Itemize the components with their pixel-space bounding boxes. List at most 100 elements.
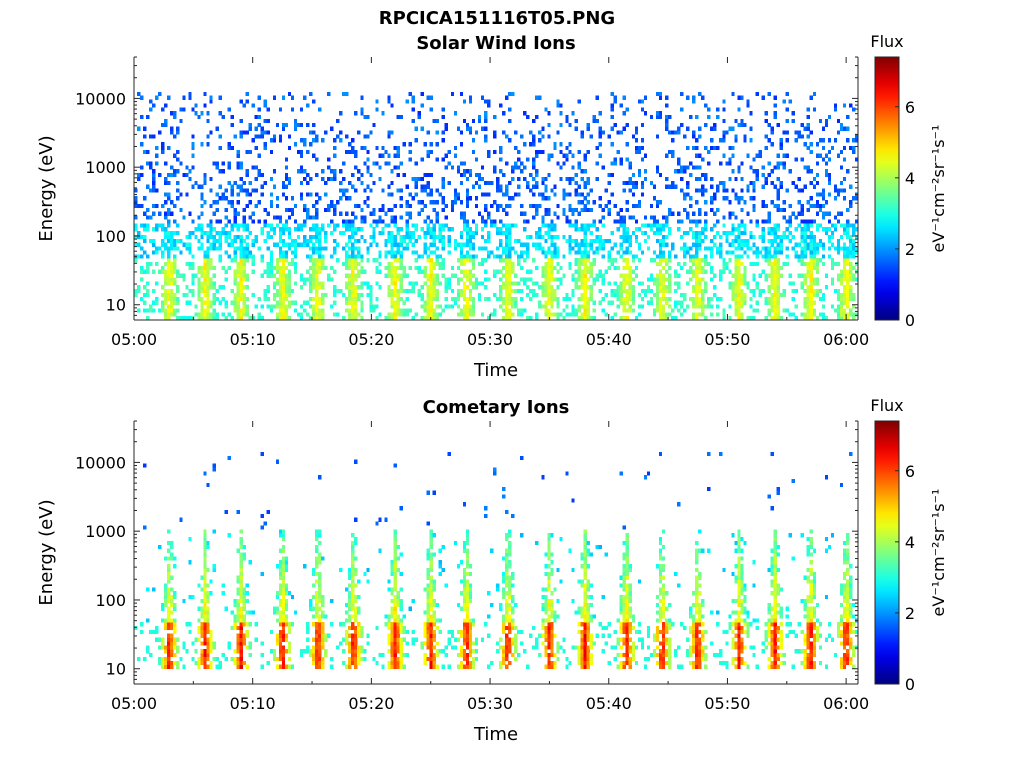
spectrogram-cell — [290, 289, 295, 294]
spectrogram-cell — [315, 207, 319, 213]
spectrogram-cell — [764, 300, 768, 305]
spectrogram-cell — [842, 277, 847, 282]
spectrogram-cell — [176, 300, 180, 305]
spectrogram-cell — [526, 115, 530, 120]
spectrogram-cell — [324, 292, 328, 298]
spectrogram-cell — [848, 242, 853, 247]
spectrogram-cell — [532, 176, 536, 182]
spectrogram-cell — [547, 292, 551, 298]
spectrogram-cell — [447, 250, 452, 255]
spectrogram-cell — [583, 207, 587, 213]
spectrogram-cell — [281, 273, 286, 278]
spectrogram-cell — [315, 649, 319, 654]
spectrogram-cell — [203, 575, 207, 580]
spectrogram-cell — [302, 176, 307, 182]
spectrogram-cell — [770, 231, 774, 236]
spectrogram-cell — [562, 207, 566, 213]
spectrogram-cell — [598, 153, 602, 158]
spectrogram-cell — [505, 269, 509, 274]
spectrogram-cell — [287, 292, 292, 298]
spectrogram-cell — [318, 196, 322, 201]
spectrogram-cell — [505, 242, 509, 247]
spectrogram-cell — [851, 138, 856, 143]
spectrogram-cell — [242, 637, 246, 642]
spectrogram-cell — [423, 316, 427, 321]
spectrogram-cell — [417, 176, 421, 182]
spectrogram-cell — [146, 261, 150, 267]
spectrogram-cell — [728, 242, 732, 247]
spectrogram-cell — [550, 304, 554, 309]
spectrogram-cell — [200, 641, 204, 646]
spectrogram-cell — [634, 145, 639, 151]
spectrogram-cell — [773, 265, 777, 271]
spectrogram-cell — [731, 292, 735, 298]
spectrogram-cell — [845, 231, 850, 236]
spectrogram-cell — [794, 184, 798, 189]
spectrogram-cell — [806, 165, 811, 170]
spectrogram-cell — [197, 246, 201, 251]
spectrogram-cell — [164, 269, 168, 274]
spectrogram-cell — [311, 645, 316, 650]
spectrogram-cell — [773, 115, 777, 120]
spectrogram-cell — [631, 231, 636, 236]
spectrogram-cell — [634, 149, 639, 154]
spectrogram-cell — [239, 622, 243, 627]
spectrogram-cell — [423, 265, 427, 271]
spectrogram-cell — [281, 567, 286, 573]
spectrogram-cell — [360, 269, 364, 274]
spectrogram-cell — [664, 242, 669, 247]
spectrogram-cell — [164, 602, 168, 607]
spectrogram-cell — [628, 242, 633, 247]
spectrogram-cell — [767, 161, 771, 166]
spectrogram-cell — [170, 242, 174, 247]
spectrogram-cell — [845, 312, 850, 317]
spectrogram-cell — [670, 153, 675, 158]
spectrogram-cell — [336, 223, 340, 228]
spectrogram-cell — [203, 664, 207, 669]
spectrogram-cell — [396, 265, 400, 271]
spectrogram-cell — [311, 649, 316, 654]
spectrogram-cell — [514, 281, 518, 286]
spectrogram-cell — [140, 622, 144, 627]
spectrogram-cell — [173, 564, 177, 569]
spectrogram-cell — [643, 292, 648, 298]
spectrogram-cell — [577, 273, 581, 278]
spectrogram-cell — [408, 142, 412, 147]
spectrogram-cell — [800, 188, 804, 193]
spectrogram-cell — [333, 173, 337, 178]
spectrogram-cell — [689, 219, 693, 224]
spectrogram-cell — [366, 285, 370, 290]
spectrogram-cell — [318, 637, 322, 642]
spectrogram-cell — [378, 250, 382, 255]
spectrogram-cell — [752, 180, 756, 185]
spectrogram-cell — [833, 261, 838, 267]
spectrogram-cell — [776, 165, 780, 170]
spectrogram-cell — [302, 281, 307, 286]
spectrogram-cell — [698, 269, 702, 274]
spectrogram-cell — [242, 246, 246, 251]
spectrogram-cell — [652, 196, 657, 201]
spectrogram-cell — [278, 304, 283, 309]
spectrogram-cell — [305, 300, 310, 305]
spectrogram-cell — [468, 246, 473, 251]
spectrogram-cell — [155, 261, 159, 267]
spectrogram-cell — [761, 254, 765, 259]
spectrogram-cell — [290, 207, 295, 213]
spectrogram-cell — [381, 153, 385, 158]
spectrogram-cell — [854, 219, 859, 224]
spectrogram-cell — [308, 316, 313, 321]
spectrogram-cell — [164, 242, 168, 247]
spectrogram-cell — [293, 227, 298, 232]
spectrogram-cell — [173, 242, 177, 247]
spectrogram-cell — [227, 165, 231, 170]
spectrogram-cell — [737, 269, 741, 274]
spectrogram-cell — [173, 556, 177, 561]
spectrogram-cell — [438, 265, 442, 271]
spectrogram-cell — [308, 254, 313, 259]
spectrogram-cell — [535, 242, 539, 247]
spectrogram-cell — [167, 234, 171, 240]
spectrogram-cell — [134, 234, 138, 240]
spectrogram-cell — [767, 285, 771, 290]
spectrogram-cell — [200, 312, 204, 317]
spectrogram-cell — [773, 289, 777, 294]
